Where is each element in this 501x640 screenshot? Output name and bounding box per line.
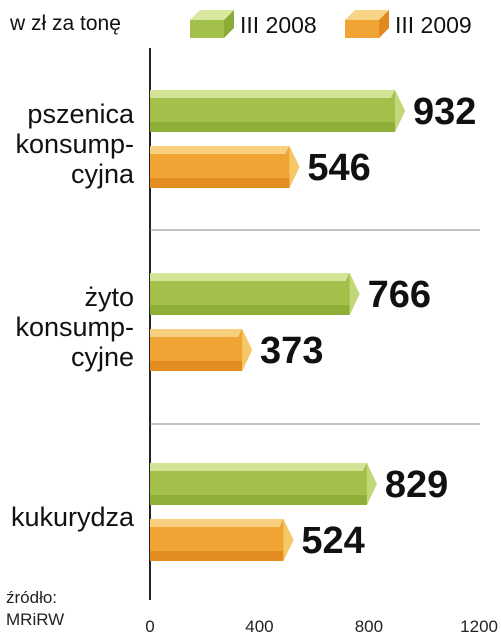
unit-label: w zł za tonę: [9, 12, 121, 35]
bar-shadow: [150, 178, 290, 188]
value-label-2-2: 373: [260, 330, 323, 372]
bar-3-2: [150, 519, 294, 561]
bar-shadow: [150, 122, 395, 132]
tick-label-400: 400: [245, 617, 273, 636]
bar-3-1: [150, 463, 377, 505]
bar-1-2: [150, 146, 300, 188]
bar-highlight: [150, 329, 243, 337]
tick-label-800: 800: [355, 617, 383, 636]
bar-2-1: [150, 273, 360, 315]
category-label-1-line-1: pszenica: [27, 99, 135, 129]
legend-swatch-front: [345, 20, 379, 38]
bar-highlight: [150, 463, 367, 471]
bar-shadow: [150, 495, 367, 505]
bar-end-cap: [289, 146, 300, 188]
legend-label-2: III 2009: [395, 12, 472, 38]
category-label-2-line-1: żyto: [84, 282, 134, 312]
value-label-1-2: 546: [307, 147, 370, 189]
legend-swatch-1: [190, 10, 234, 38]
tick-label-1200: 1200: [460, 617, 498, 636]
bar-end-cap: [349, 273, 360, 315]
bar-highlight: [150, 273, 350, 281]
bar-highlight: [150, 519, 284, 527]
legend-swatch-front: [190, 20, 224, 38]
tick-label-0: 0: [145, 617, 154, 636]
category-label-2-line-3: cyjne: [71, 342, 134, 372]
bar-1-1: [150, 90, 405, 132]
legend-swatch-top: [345, 10, 389, 20]
category-label-3-line-1: kukurydza: [11, 502, 135, 532]
value-label-1-1: 932: [413, 91, 476, 133]
category-label-1-line-2: konsump-: [15, 129, 134, 159]
bar-shadow: [150, 551, 284, 561]
bar-end-cap: [395, 90, 405, 132]
bar-end-cap: [366, 463, 377, 505]
source-label-line-1: źródło:: [6, 588, 57, 607]
bar-shadow: [150, 305, 350, 315]
category-label-2-line-2: konsump-: [15, 312, 134, 342]
source-label-line-2: MRiRW: [6, 610, 64, 629]
bar-end-cap: [242, 329, 253, 371]
legend-swatch-top: [190, 10, 234, 20]
bar-shadow: [150, 361, 243, 371]
bar-end-cap: [283, 519, 294, 561]
bar-body: [150, 329, 253, 371]
bar-highlight: [150, 90, 395, 98]
value-label-3-2: 524: [301, 520, 364, 562]
value-label-2-1: 766: [368, 274, 431, 316]
category-label-1-line-3: cyjna: [71, 159, 135, 189]
legend-swatch-side: [224, 10, 234, 38]
legend-swatch-side: [379, 10, 389, 38]
bar-body: [150, 519, 294, 561]
bar-body: [150, 463, 377, 505]
value-label-3-1: 829: [385, 464, 448, 506]
bar-body: [150, 90, 405, 132]
bar-body: [150, 146, 300, 188]
legend-label-1: III 2008: [240, 12, 317, 38]
bar-body: [150, 273, 360, 315]
bar-2-2: [150, 329, 253, 371]
legend-swatch-2: [345, 10, 389, 38]
bar-highlight: [150, 146, 290, 154]
